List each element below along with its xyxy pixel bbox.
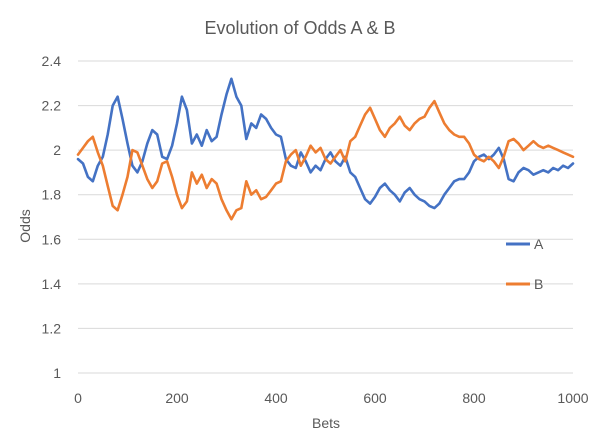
series-lines [76, 77, 575, 221]
x-tick-label: 200 [165, 390, 189, 406]
y-tick-label: 1.6 [42, 231, 62, 247]
chart-title: Evolution of Odds A & B [204, 18, 395, 38]
y-tick-label: 2.4 [42, 53, 62, 69]
x-tick-label: 800 [462, 390, 486, 406]
x-axis-title: Bets [312, 415, 340, 431]
x-tick-label: 600 [363, 390, 387, 406]
x-tick-label: 400 [264, 390, 288, 406]
gridlines [78, 60, 573, 374]
x-tick-label: 0 [74, 390, 82, 406]
legend-label-a: A [534, 236, 544, 252]
y-axis-title: Odds [17, 209, 33, 242]
y-axis-ticks: 1 1.2 1.4 1.6 1.8 2 2.2 2.4 [42, 53, 62, 381]
series-line-b [76, 99, 575, 221]
y-tick-label: 1.2 [42, 320, 62, 336]
legend-label-b: B [534, 276, 543, 292]
y-tick-label: 1.8 [42, 187, 62, 203]
y-tick-label: 1 [53, 365, 61, 381]
x-tick-label: 1000 [557, 390, 588, 406]
x-axis-ticks: 0 200 400 600 800 1000 [74, 390, 589, 406]
y-tick-label: 2.2 [42, 98, 62, 114]
y-tick-label: 1.4 [42, 276, 62, 292]
legend: AB [506, 236, 544, 292]
y-tick-label: 2 [53, 142, 61, 158]
